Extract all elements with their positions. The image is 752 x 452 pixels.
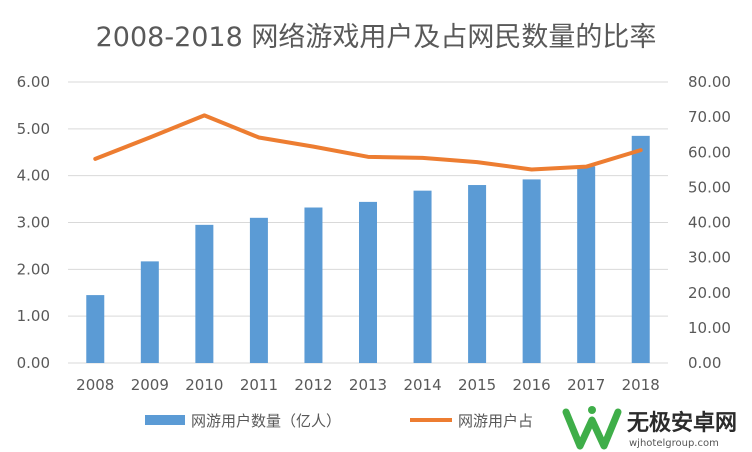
left-tick-label: 6.00	[17, 73, 50, 91]
bar	[359, 201, 377, 363]
bar	[468, 185, 487, 363]
line-point	[476, 161, 478, 163]
line-point	[585, 166, 587, 168]
x-tick-label: 2012	[294, 376, 332, 394]
bar	[304, 207, 323, 363]
right-tick-label: 60.00	[688, 143, 731, 161]
line-point	[531, 168, 533, 170]
bar	[86, 295, 105, 363]
x-tick-label: 2015	[458, 376, 496, 394]
left-tick-label: 3.00	[17, 214, 50, 232]
line-point	[422, 157, 424, 159]
line-point	[258, 136, 260, 138]
watermark: 无极安卓网 wjhotelgroup.com	[562, 406, 737, 450]
x-tick-label: 2014	[403, 376, 441, 394]
line-point	[203, 114, 205, 116]
w-logo-icon	[562, 406, 622, 450]
bar	[140, 261, 159, 363]
left-tick-label: 1.00	[17, 307, 50, 325]
line-point	[312, 146, 314, 148]
bar	[413, 190, 432, 363]
left-tick-label: 5.00	[17, 120, 50, 138]
bar	[522, 179, 541, 363]
right-tick-label: 50.00	[688, 178, 731, 196]
watermark-url: wjhotelgroup.com	[629, 438, 719, 449]
line-point	[367, 156, 369, 158]
right-tick-label: 70.00	[688, 108, 731, 126]
left-tick-label: 4.00	[17, 167, 50, 185]
bar	[631, 135, 650, 363]
line-path	[93, 113, 643, 172]
line-point	[149, 136, 151, 138]
x-tick-label: 2017	[567, 376, 605, 394]
left-tick-label: 2.00	[17, 260, 50, 278]
legend: 网游用户数量（亿人） 网游用户占	[145, 412, 533, 430]
right-tick-label: 0.00	[688, 354, 721, 372]
line-point	[94, 158, 96, 160]
right-axis-ticks: 0.00 10.00 20.00 30.00 40.00 50.00 60.00 70.00 8…	[688, 73, 731, 372]
line-series	[93, 113, 643, 172]
bar	[577, 166, 596, 363]
x-tick-label: 2008	[76, 376, 114, 394]
right-tick-label: 20.00	[688, 284, 731, 302]
right-tick-label: 10.00	[688, 319, 731, 337]
x-tick-label: 2016	[513, 376, 551, 394]
bar	[249, 217, 268, 363]
watermark-name: 无极安卓网	[627, 410, 737, 436]
legend-bar-label: 网游用户数量（亿人）	[191, 412, 341, 430]
right-tick-label: 30.00	[688, 249, 731, 267]
x-tick-label: 2009	[131, 376, 169, 394]
left-axis-ticks: 0.00 1.00 2.00 3.00 4.00 5.00 6.00	[17, 73, 50, 372]
right-tick-label: 40.00	[688, 214, 731, 232]
legend-line-label: 网游用户占	[458, 412, 533, 430]
bar-series	[86, 135, 650, 363]
x-tick-label: 2011	[240, 376, 278, 394]
x-axis-ticks: 2008 2009 2010 2011 2012 2013 2014 2015 2016 2017…	[76, 376, 660, 394]
x-tick-label: 2010	[185, 376, 223, 394]
bar	[195, 224, 214, 363]
line-point	[640, 149, 642, 151]
x-tick-label: 2018	[622, 376, 660, 394]
right-tick-label: 80.00	[688, 73, 731, 91]
x-tick-label: 2013	[349, 376, 387, 394]
legend-bar-swatch	[145, 415, 185, 425]
left-tick-label: 0.00	[17, 354, 50, 372]
chart-title: 2008-2018 网络游戏用户及占网民数量的比率	[96, 22, 657, 53]
